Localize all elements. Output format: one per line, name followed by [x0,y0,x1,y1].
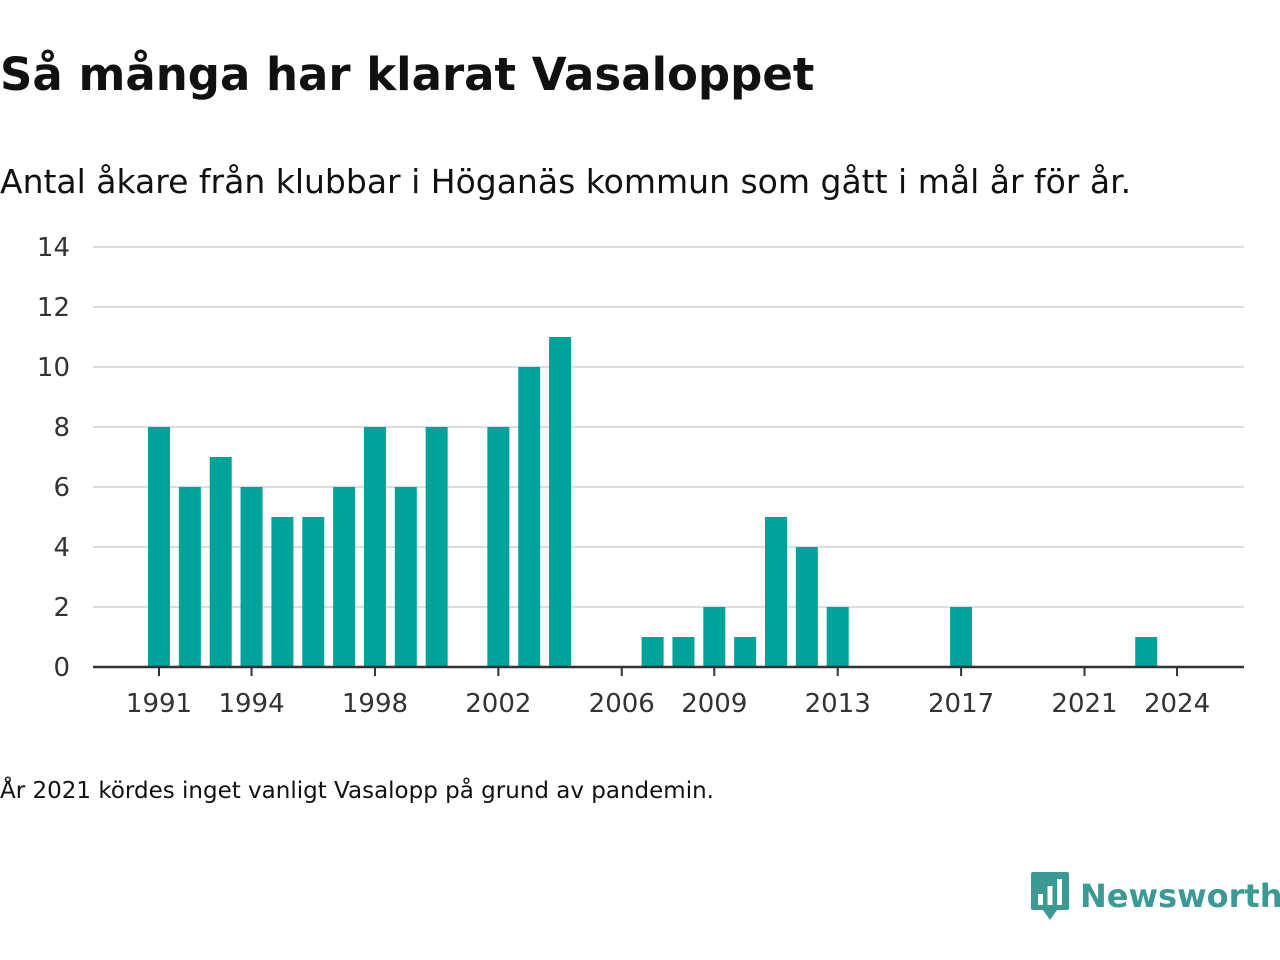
x-tick-label: 2013 [805,689,871,719]
y-tick-label: 14 [37,233,70,263]
bar-1998 [363,427,386,667]
y-tick-label: 0 [53,653,70,683]
chart-title: Så många har klarat Vasaloppet [0,48,815,101]
bar-2002 [487,427,510,667]
bar-2000 [425,427,448,667]
y-tick-label: 4 [53,533,70,563]
bar-1997 [333,487,356,667]
bar-2011 [765,517,787,667]
x-tick-label: 2002 [465,689,531,719]
bar-1994 [240,487,263,667]
y-axis-ticks: 0 2 4 6 8 10 12 14 [37,233,70,683]
bar-1991 [148,427,170,667]
newsworthy-chart-bubble-icon [1031,872,1069,920]
chart-subtitle: Antal åkare från klubbar i Höganäs kommu… [0,162,1132,201]
x-tick-label: 1991 [126,689,192,719]
bar-1996 [302,517,325,667]
y-tick-label: 2 [53,593,70,623]
bar-2009 [703,607,726,667]
x-tick-label: 2021 [1051,689,1117,719]
bar-2010 [734,637,757,667]
x-tick-label: 2006 [589,689,655,719]
newsworthy-logo: Newsworthy [1030,868,1280,924]
x-tick-label: 2009 [681,689,747,719]
x-tick-label: 1998 [342,689,408,719]
bar-chart: 0 2 4 6 8 10 12 14 1991 1994 1998 2002 2006 2009 2013… [37,233,1244,719]
logo-text: Newsworthy [1080,877,1280,915]
y-tick-label: 8 [53,413,70,443]
x-axis-ticks: 1991 1994 1998 2002 2006 2009 2013 2017 2021 2024 [126,667,1210,719]
gridlines [93,246,1244,608]
bar-2003 [518,367,541,667]
bar-2007 [641,637,664,667]
y-tick-label: 6 [53,473,70,503]
bar-1993 [209,457,232,667]
bar-2004 [549,337,572,667]
footnote: År 2021 kördes inget vanligt Vasalopp på… [0,778,714,804]
x-tick-label: 2017 [928,689,994,719]
bar-2012 [795,547,818,667]
x-tick-label: 2024 [1144,689,1210,719]
bar-1992 [178,487,201,667]
bar-2023 [1135,637,1158,667]
y-tick-label: 10 [37,353,70,383]
bar-1999 [394,487,417,667]
bars [148,337,1158,667]
x-tick-label: 1994 [218,689,284,719]
bar-1995 [271,517,294,667]
bar-2013 [826,607,849,667]
bar-2017 [950,607,973,667]
y-tick-label: 12 [37,293,70,323]
bar-2008 [672,637,695,667]
